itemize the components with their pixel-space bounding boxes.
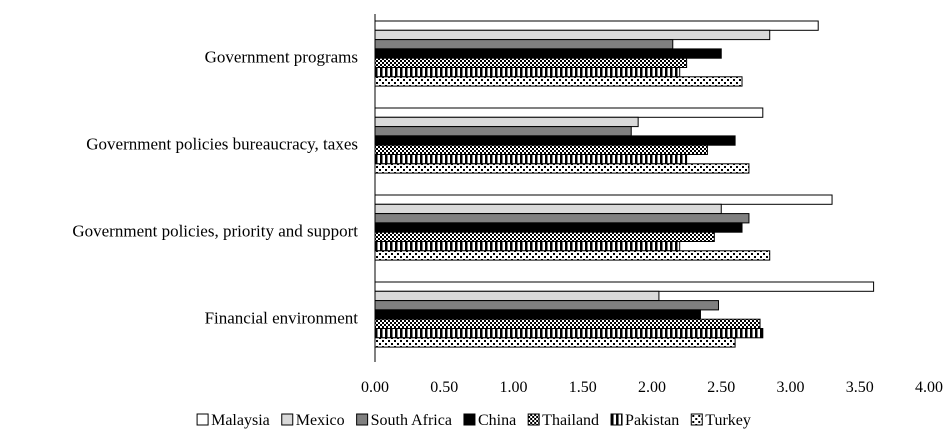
bar-south-africa-financial-environment: [374, 300, 719, 311]
bar-pakistan-government-policies-priority-and-support: [374, 241, 681, 252]
category-labels: Government programs Government policies b…: [72, 48, 358, 328]
legend-label-mexico: Mexico: [296, 412, 345, 429]
legend-swatch-mexico: [281, 413, 294, 426]
x-tick-label: 3.50: [846, 379, 874, 396]
category-label-government-programs: Government programs: [205, 48, 358, 67]
bar-mexico-government-programs: [374, 29, 771, 41]
x-tick-label: 3.00: [777, 379, 805, 396]
category-label-government-policies-priority-and-support: Government policies, priority and suppor…: [72, 222, 358, 241]
x-tick-label: 0.50: [430, 379, 458, 396]
bar-south-africa-government-programs: [374, 39, 674, 50]
bar-turkey-financial-environment: [374, 337, 736, 348]
legend-swatch-malaysia: [196, 413, 209, 426]
bar-china-government-policies-priority-and-support: [374, 222, 743, 233]
legend-item-pakistan: Pakistan: [610, 412, 679, 429]
legend-swatch-south-africa: [356, 413, 369, 426]
x-tick-label: 4.00: [915, 379, 943, 396]
bar-turkey-government-policies-priority-and-support: [374, 250, 771, 261]
x-tick-label: 2.00: [638, 379, 666, 396]
legend-label-china: China: [478, 412, 516, 429]
bar-mexico-government-policies-priority-and-support: [374, 203, 722, 215]
bar-thailand-government-policies-priority-and-support: [374, 231, 715, 242]
bar-china-government-policies-bureaucracy-taxes: [374, 135, 736, 146]
legend-swatch-turkey: [690, 413, 703, 426]
bar-china-government-programs: [374, 48, 722, 59]
bar-turkey-government-programs: [374, 76, 743, 87]
bar-mexico-government-policies-bureaucracy-taxes: [374, 116, 639, 128]
legend-swatch-china: [463, 413, 476, 426]
x-tick-label: 1.00: [500, 379, 528, 396]
bar-malaysia-government-policies-bureaucracy-taxes: [374, 107, 764, 118]
bar-south-africa-government-policies-priority-and-support: [374, 213, 750, 224]
bar-pakistan-government-programs: [374, 67, 681, 78]
bar-malaysia-government-policies-priority-and-support: [374, 194, 833, 205]
bar-thailand-government-policies-bureaucracy-taxes: [374, 144, 708, 155]
bars-group: [374, 20, 875, 348]
bar-malaysia-government-programs: [374, 20, 819, 31]
legend-label-pakistan: Pakistan: [625, 412, 679, 429]
legend-label-malaysia: Malaysia: [211, 412, 270, 429]
legend-item-thailand: Thailand: [527, 412, 599, 429]
legend-item-turkey: Turkey: [690, 412, 751, 429]
legend-label-turkey: Turkey: [705, 412, 751, 429]
bar-turkey-government-policies-bureaucracy-taxes: [374, 163, 750, 174]
legend-swatch-thailand: [527, 413, 540, 426]
category-label-financial-environment: Financial environment: [205, 309, 359, 328]
bar-south-africa-government-policies-bureaucracy-taxes: [374, 126, 632, 137]
x-tick-label: 1.50: [569, 379, 597, 396]
x-tick-label: 0.00: [361, 379, 389, 396]
legend-item-south-africa: South Africa: [356, 412, 452, 429]
legend: Malaysia Mexico South Africa China Thailand P…: [196, 412, 751, 429]
bar-pakistan-government-policies-bureaucracy-taxes: [374, 154, 688, 165]
bar-thailand-government-programs: [374, 57, 688, 69]
bar-pakistan-financial-environment: [374, 328, 764, 339]
legend-item-malaysia: Malaysia: [196, 412, 270, 429]
legend-item-china: China: [463, 412, 516, 429]
x-tick-label: 2.50: [707, 379, 735, 396]
bar-malaysia-financial-environment: [374, 281, 875, 292]
legend-label-thailand: Thailand: [542, 412, 599, 429]
category-label-government-policies-bureaucracy-taxes: Government policies bureaucracy, taxes: [86, 135, 358, 154]
legend-label-south-africa: South Africa: [371, 412, 452, 429]
bar-mexico-financial-environment: [374, 290, 660, 302]
legend-item-mexico: Mexico: [281, 412, 345, 429]
x-axis-tick-labels: 0.00 0.50 1.00 1.50 2.00 2.50 3.00 3.50 4.00: [361, 379, 943, 396]
bar-thailand-financial-environment: [374, 318, 761, 330]
bar-china-financial-environment: [374, 309, 701, 320]
legend-swatch-pakistan: [610, 413, 623, 426]
